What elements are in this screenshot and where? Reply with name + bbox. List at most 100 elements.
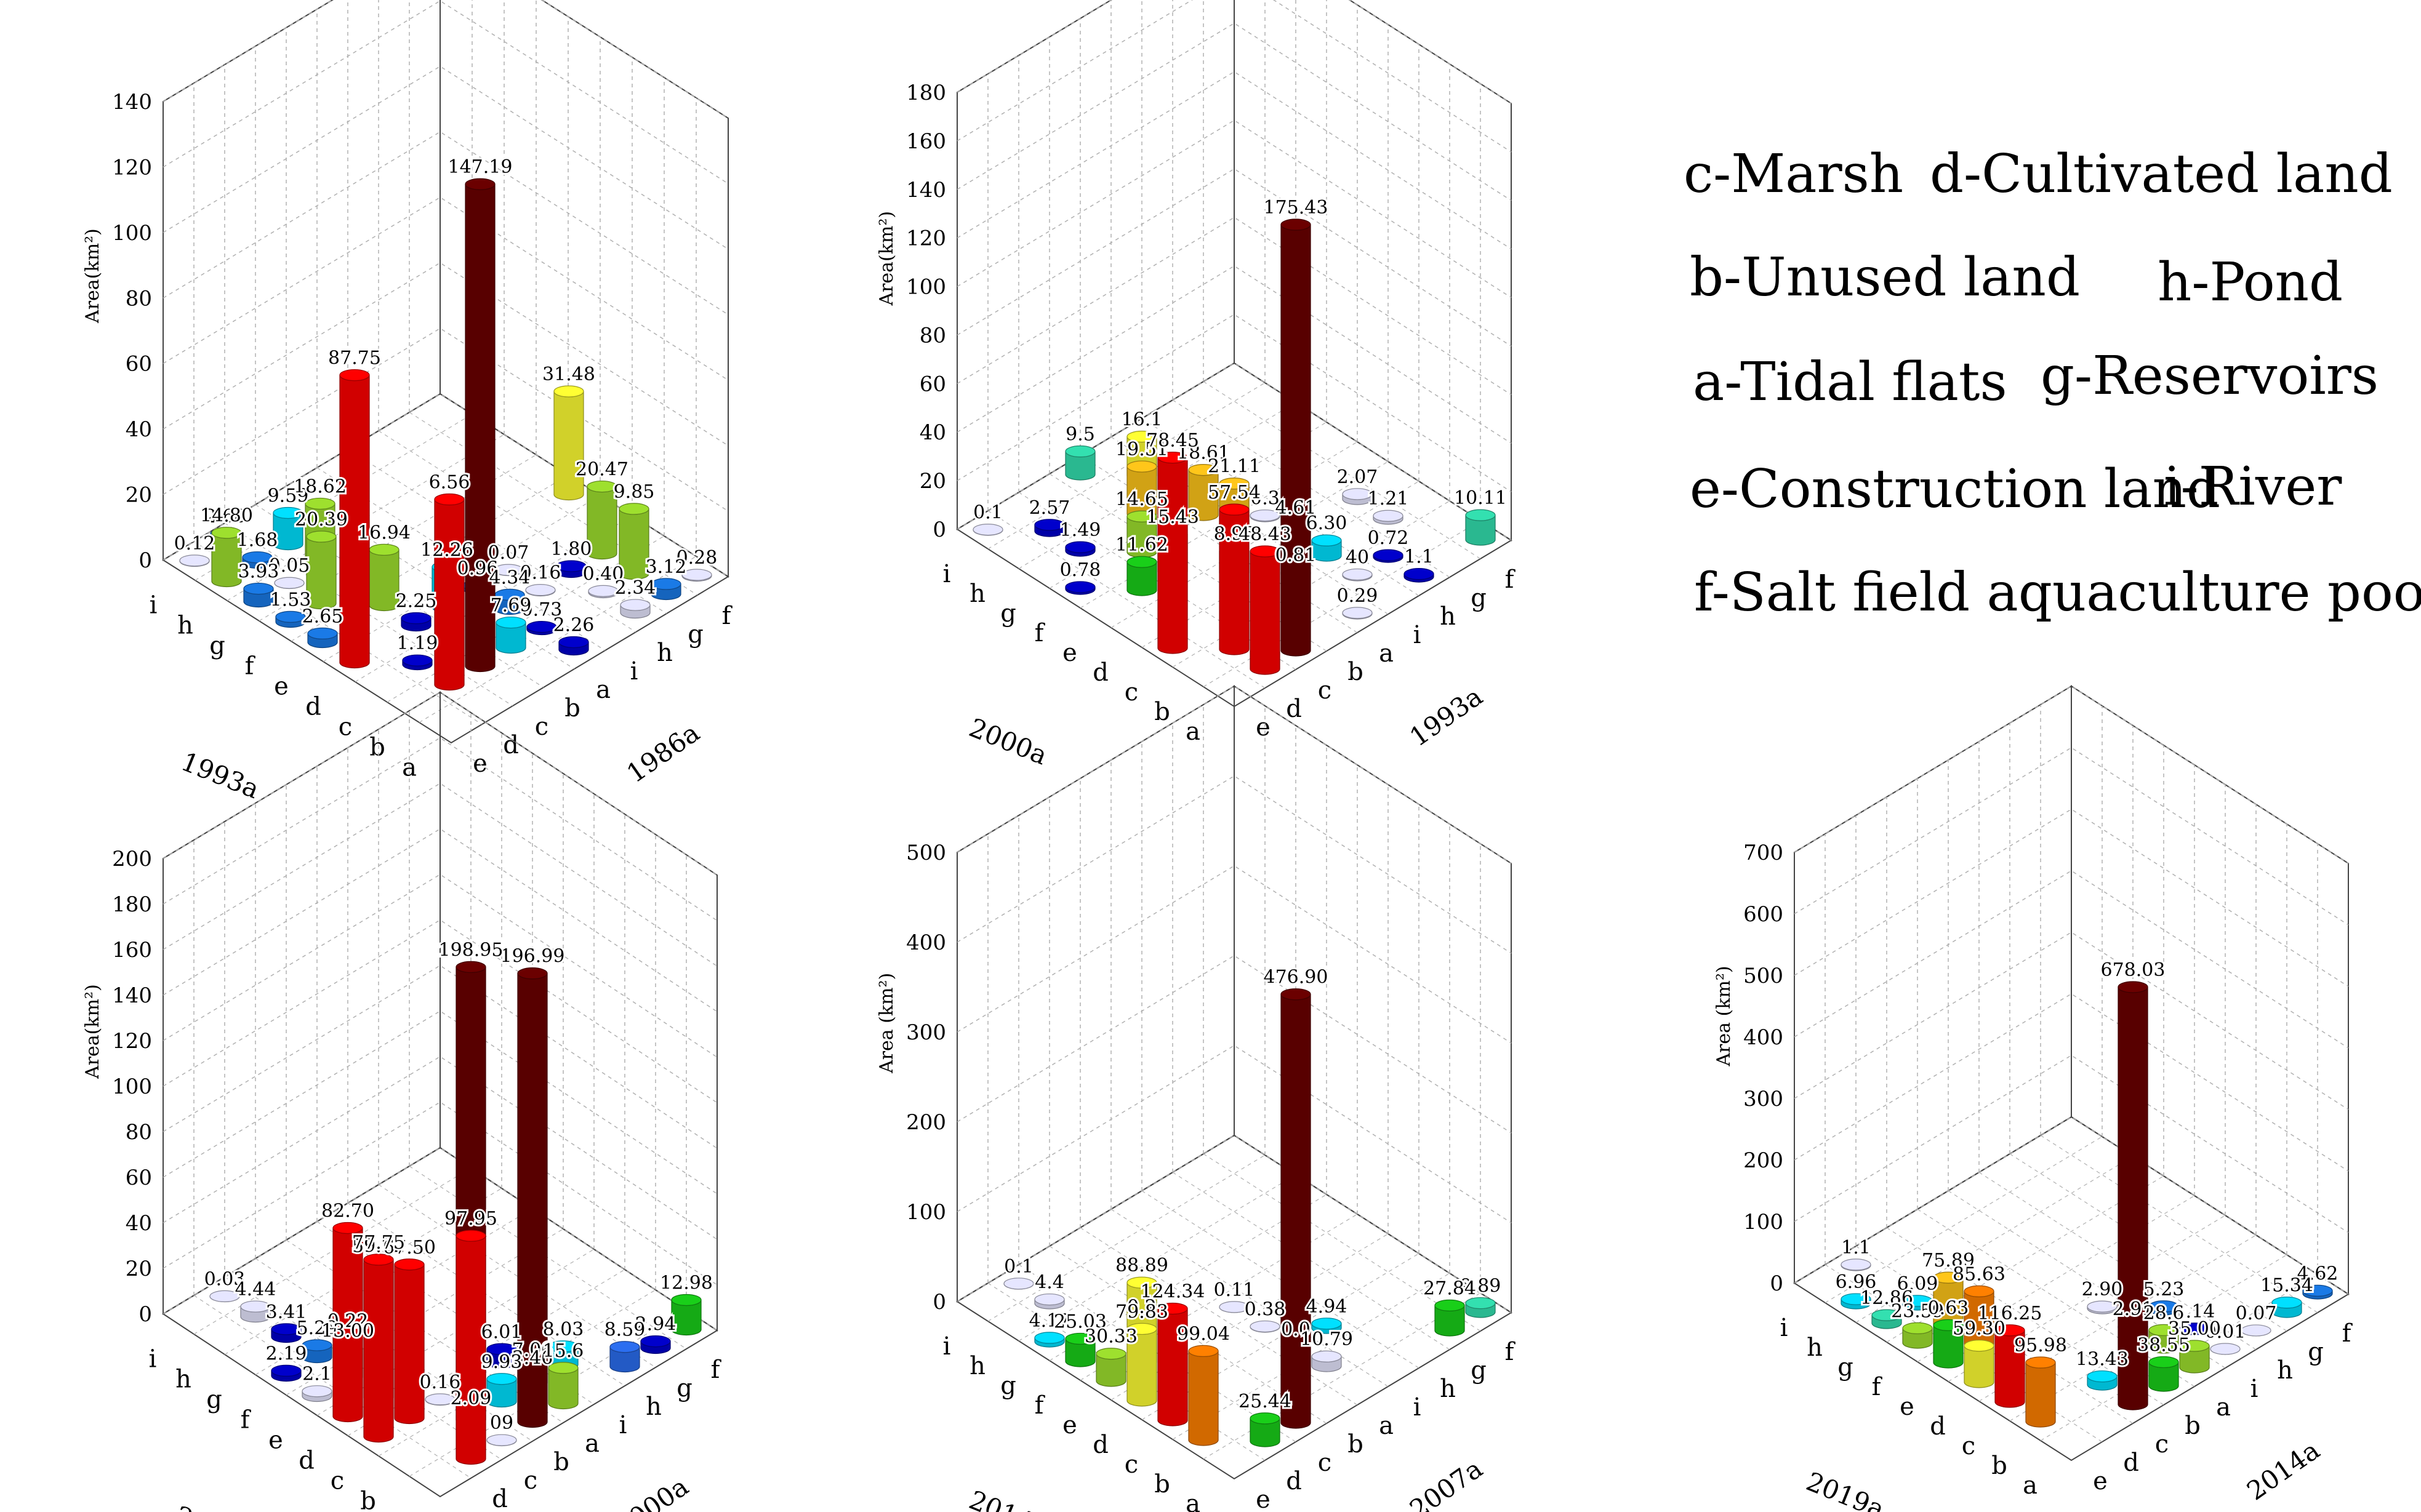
y-category-label: h — [646, 1393, 662, 1421]
bar-value-label: 4.94 — [1306, 1296, 1347, 1318]
x-category-label: f — [241, 1406, 252, 1434]
bar — [1126, 1322, 1157, 1407]
bar-value-label: 12.98 — [660, 1272, 713, 1294]
bar-top — [242, 551, 273, 564]
bar-value-label: 0.78 — [1060, 559, 1101, 581]
bar — [587, 480, 617, 560]
y-category-label: h — [657, 639, 673, 667]
bar-top — [456, 1230, 486, 1242]
bar-value-label: 59.22 — [352, 1235, 405, 1257]
bar-value-label: 2.65 — [302, 606, 343, 627]
y-axis-title: 2007a — [1404, 1454, 1488, 1512]
bar-top — [1065, 445, 1096, 458]
bar-top — [332, 1222, 363, 1234]
x-category-label: i — [943, 560, 951, 588]
y-axis-title: 2014a — [2241, 1435, 2325, 1506]
bar-top — [1841, 1258, 1871, 1271]
bar — [271, 1364, 302, 1382]
grid-line — [1855, 1246, 2134, 1424]
bar — [307, 627, 338, 649]
z-tick-label: 0 — [933, 1290, 946, 1314]
bar-top — [1964, 1285, 1994, 1297]
bar-top — [402, 654, 433, 666]
bar-top — [2118, 981, 2148, 993]
grid-line — [1794, 809, 2349, 987]
y-category-label: d — [1286, 695, 1302, 723]
bar-top — [1065, 541, 1096, 553]
x-category-label: b — [1154, 1470, 1170, 1498]
z-tick-label: 500 — [1743, 964, 1783, 988]
x-category-label: c — [1125, 678, 1138, 706]
bar-value-label: 2.90 — [2082, 1279, 2123, 1300]
grid-line — [419, 556, 697, 723]
bar-value-label: 0.07 — [488, 542, 529, 564]
bar-top — [1126, 556, 1157, 568]
z-tick-label: 180 — [906, 81, 946, 105]
bar-value-label: 95.98 — [2014, 1335, 2067, 1356]
bar — [402, 654, 433, 671]
y-category-label: c — [535, 713, 548, 741]
bar-top — [1434, 1299, 1465, 1311]
bar-value-label: 1.68 — [237, 530, 278, 551]
bar — [401, 612, 432, 632]
z-tick-label: 140 — [112, 983, 152, 1008]
x-category-label: a — [1186, 1490, 1200, 1512]
bar-value-label: 2.26 — [553, 614, 595, 636]
left-wall — [1794, 685, 2072, 1284]
bar-value-label: 87.75 — [328, 348, 381, 369]
bar-value-label: 0.40 — [583, 563, 624, 585]
bar-value-label: 124.34 — [1141, 1281, 1205, 1302]
legend-salt-field: f-Salt field aquaculture pool — [1694, 562, 2421, 623]
x-category-label: a — [2023, 1471, 2038, 1500]
grid-line — [1203, 381, 1481, 559]
bar-value-label: 6.01 — [481, 1321, 523, 1343]
bar — [1188, 463, 1219, 521]
grid-line — [163, 0, 729, 185]
grid-line — [224, 1276, 502, 1460]
y-category-label: a — [1379, 1412, 1394, 1440]
grid-line — [409, 1310, 687, 1477]
z-tick-label: 0 — [139, 548, 152, 573]
legend-tidal-flats: a-Tidal flats — [1693, 351, 2007, 413]
bar-value-label: 59.30 — [1953, 1318, 2005, 1340]
y-category-label: g — [677, 1374, 693, 1402]
grid-line — [347, 1202, 625, 1386]
x-category-label: i — [149, 1345, 157, 1374]
y-category-label: c — [1318, 1449, 1331, 1477]
z-tick-label: 300 — [906, 1020, 946, 1045]
legend-pond: h-Pond — [2158, 252, 2343, 313]
bar-value-label: 116.25 — [1978, 1303, 2042, 1324]
grid-line — [987, 1282, 1266, 1461]
bar — [558, 636, 589, 656]
x-category-label: h — [175, 1366, 191, 1394]
bar-top — [1003, 1278, 1034, 1290]
bar-top — [2087, 1370, 2118, 1383]
bar-value-label: 0.29 — [1337, 585, 1378, 607]
bar-top — [486, 1434, 517, 1446]
bar-value-label: 678.03 — [2101, 959, 2166, 981]
bar-top — [273, 506, 303, 519]
bar — [1902, 1322, 1933, 1349]
y-axis-title: 1993a — [1404, 681, 1488, 753]
bar — [1434, 1299, 1465, 1337]
bar-value-label: 0.63 — [1928, 1297, 1969, 1319]
bar — [240, 1300, 271, 1323]
bar — [1065, 541, 1096, 557]
bar-top — [1188, 463, 1219, 476]
bar — [2148, 1356, 2179, 1392]
bar-top — [1034, 519, 1065, 531]
bar-top — [2241, 1324, 2271, 1337]
bar — [1994, 1324, 2025, 1408]
grid-line — [1794, 993, 2349, 1172]
bar-top — [401, 612, 432, 625]
grid-line — [1172, 1273, 1450, 1440]
bar-top — [275, 610, 306, 623]
bar-top — [1034, 1332, 1065, 1344]
bar-top — [1250, 509, 1280, 522]
bar-value-label: 14.65 — [1115, 489, 1168, 510]
y-category-label: g — [1471, 584, 1487, 612]
y-axis-title: 2000a — [610, 1471, 694, 1512]
bar-top — [1034, 1293, 1065, 1306]
bar-value-label: 1.53 — [270, 589, 311, 610]
bar-top — [307, 627, 338, 639]
